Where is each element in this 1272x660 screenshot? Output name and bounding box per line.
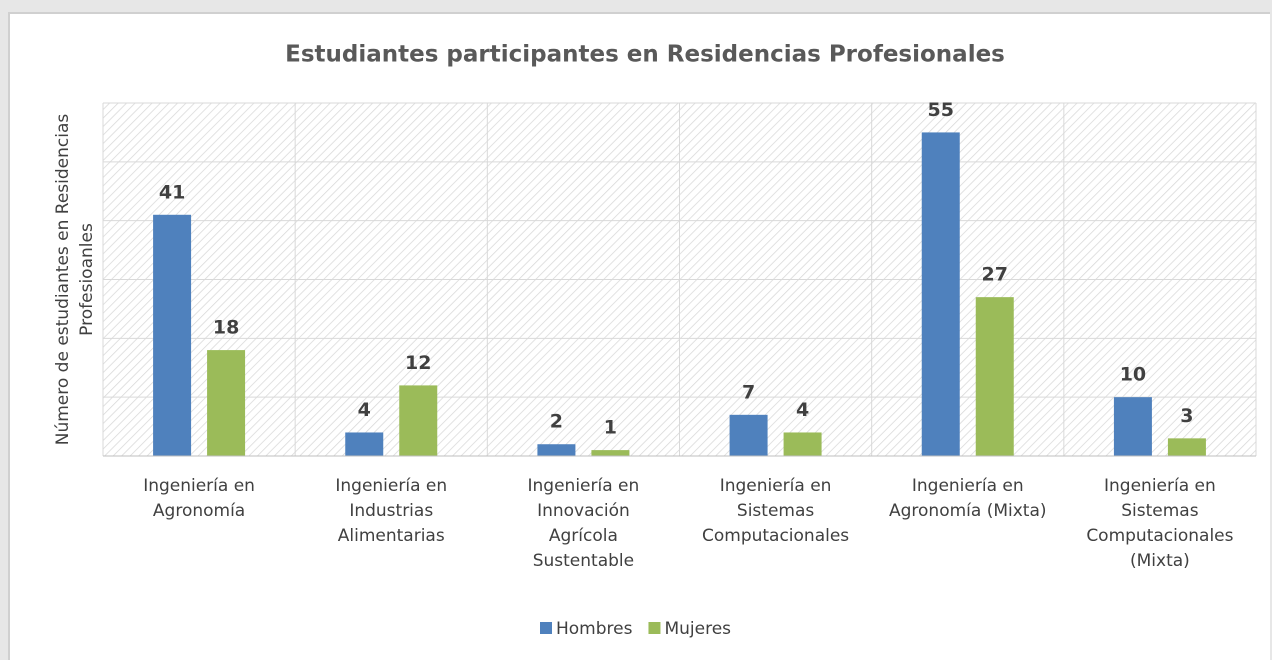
data-label: 4 <box>358 399 371 421</box>
data-label: 3 <box>1180 405 1193 427</box>
data-label: 4 <box>796 399 809 421</box>
legend-label: Hombres <box>556 619 633 639</box>
x-tick-label: Ingeniería en Agronomía (Mixta) <box>888 476 1047 521</box>
data-label: 41 <box>159 181 185 203</box>
x-tick-label: Ingeniería en Agronomía <box>143 476 255 521</box>
data-label: 2 <box>550 411 563 433</box>
bar <box>207 350 246 456</box>
legend-swatch <box>648 622 661 634</box>
bar <box>729 414 768 456</box>
data-label: 7 <box>742 381 755 403</box>
data-label: 10 <box>1120 364 1146 386</box>
data-label: 27 <box>982 264 1008 286</box>
bar <box>975 297 1014 456</box>
bar <box>345 432 384 456</box>
data-label: 18 <box>213 317 239 339</box>
bar <box>921 132 960 456</box>
bar <box>537 444 576 456</box>
x-tick-label: Ingeniería en Industrias Alimentarias <box>335 476 448 546</box>
chart-title: Estudiantes participantes en Residencias… <box>285 42 1005 68</box>
y-axis-label: Número de estudiantes en Residencias Prof… <box>53 114 97 446</box>
data-label: 55 <box>928 99 954 121</box>
bar <box>1167 438 1206 456</box>
legend-label: Mujeres <box>664 619 731 639</box>
bar <box>153 214 192 456</box>
legend-swatch <box>540 622 552 634</box>
x-tick-label: Ingeniería en Sistemas Computacionales (… <box>1086 476 1234 571</box>
bar <box>783 432 822 456</box>
x-tick-label: Ingeniería en Innovación Agrícola Susten… <box>527 476 640 571</box>
data-label: 1 <box>604 417 617 439</box>
bar <box>399 385 438 456</box>
x-tick-label: Ingeniería en Sistemas Computacionales <box>701 476 850 546</box>
bar <box>1113 397 1152 456</box>
data-label: 12 <box>405 352 431 374</box>
bar <box>591 450 630 456</box>
